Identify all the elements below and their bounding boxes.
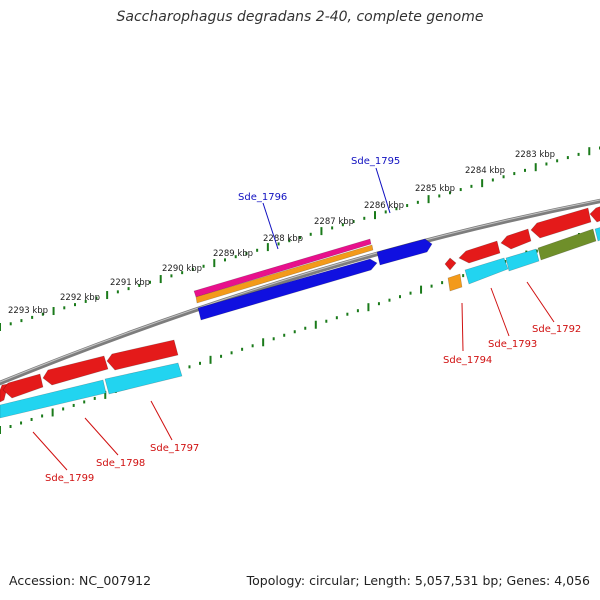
gene-cyan (594, 227, 600, 242)
accession-text: Accession: NC_007912 (9, 573, 152, 588)
gene-sde-1799 (0, 379, 107, 419)
gene-magenta (193, 238, 372, 298)
gene-red (42, 355, 109, 386)
label-leader (84, 417, 119, 456)
label-sde-1795: Sde_1795 (351, 156, 400, 167)
gene-cyan (505, 248, 540, 272)
gene-red (2, 373, 44, 399)
gene-orange-small (447, 273, 463, 292)
genome-backbone (0, 198, 600, 386)
kbp-label: 2287 kbp (314, 217, 354, 227)
kbp-label: 2288 kbp (263, 234, 303, 244)
label-sde-1797: Sde_1797 (150, 443, 199, 454)
label-sde-1799: Sde_1799 (45, 473, 94, 484)
gene-orange (195, 244, 374, 304)
label-leader (490, 287, 510, 337)
gene-sde-1798 (104, 362, 183, 395)
gene-red (500, 228, 532, 250)
label-leader (526, 281, 555, 323)
gene-red (589, 206, 600, 223)
gene-red (458, 240, 501, 264)
gene-sde-1796 (197, 258, 378, 321)
gene-sde-1794 (444, 257, 457, 271)
gene-sde-1793 (464, 257, 509, 285)
label-leader (461, 302, 464, 352)
kbp-label: 2284 kbp (465, 166, 505, 176)
kbp-label: 2285 kbp (415, 184, 455, 194)
genome-backbone-highlight (0, 199, 600, 383)
kbp-label: 2289 kbp (213, 249, 253, 259)
label-sde-1794: Sde_1794 (443, 355, 492, 366)
gene-red (530, 207, 592, 239)
label-sde-1792: Sde_1792 (532, 324, 581, 335)
label-leader (32, 431, 68, 471)
label-sde-1793: Sde_1793 (488, 339, 537, 350)
kbp-label: 2291 kbp (110, 278, 150, 288)
label-leader (262, 202, 279, 250)
label-leader (150, 400, 173, 441)
label-sde-1796: Sde_1796 (238, 192, 287, 203)
genome-stats-text: Topology: circular; Length: 5,057,531 bp… (246, 573, 590, 588)
kbp-label: 2283 kbp (515, 150, 555, 160)
gene-sde-1795 (376, 238, 433, 266)
label-leader (375, 167, 391, 214)
kbp-label: 2292 kbp (60, 293, 100, 303)
gene-sde-1792 (537, 228, 597, 261)
gene-sde-1797 (106, 339, 179, 371)
label-sde-1798: Sde_1798 (96, 458, 145, 469)
kbp-label: 2290 kbp (162, 264, 202, 274)
kbp-label: 2293 kbp (8, 306, 48, 316)
map-title: Saccharophagus degradans 2-40, complete … (116, 9, 484, 25)
kbp-label: 2286 kbp (364, 201, 404, 211)
